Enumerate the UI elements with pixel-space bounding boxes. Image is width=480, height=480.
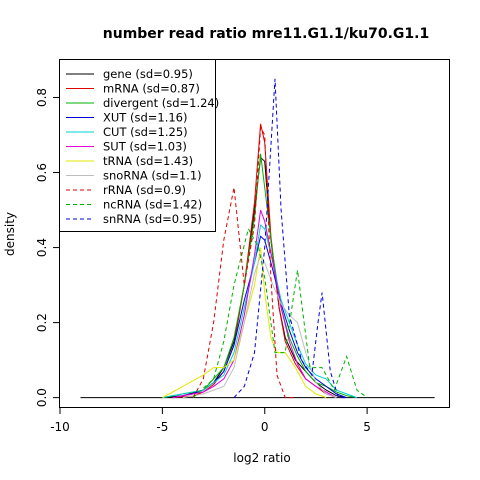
legend: gene (sd=0.95)mRNA (sd=0.87)divergent (s…: [59, 59, 219, 232]
series-line-8: [192, 125, 296, 399]
x-tick-label: -10: [50, 420, 70, 434]
series-layer: [80, 78, 435, 399]
series-line-7: [182, 253, 337, 399]
legend-label: rRNA (sd=0.9): [103, 183, 186, 197]
x-axis-label: log2 ratio: [233, 451, 290, 465]
y-tick-label: 0.0: [35, 388, 49, 407]
x-tick-label: -5: [156, 420, 168, 434]
legend-items: gene (sd=0.95)mRNA (sd=0.87)divergent (s…: [66, 67, 219, 226]
legend-label: ncRNA (sd=1.42): [103, 198, 202, 212]
legend-label: CUT (sd=1.25): [103, 125, 188, 139]
y-axis: 0.0 0.2 0.4 0.6 0.8: [35, 88, 60, 407]
legend-label: SUT (sd=1.03): [103, 140, 187, 154]
legend-label: XUT (sd=1.16): [103, 111, 187, 125]
legend-label: mRNA (sd=0.87): [103, 82, 200, 96]
y-tick-label: 0.2: [35, 313, 49, 332]
chart-title: number read ratio mre11.G1.1/ku70.G1.1: [103, 26, 429, 42]
legend-label: snRNA (sd=0.95): [103, 212, 202, 226]
x-axis: -10 -5 0 5: [50, 407, 371, 434]
series-line-6: [162, 247, 327, 399]
legend-label: snoRNA (sd=1.1): [103, 169, 202, 183]
legend-label: tRNA (sd=1.43): [103, 154, 193, 168]
x-tick-label: 0: [261, 420, 269, 434]
legend-label: gene (sd=0.95): [103, 67, 193, 81]
x-tick-label: 5: [363, 420, 371, 434]
y-tick-label: 0.8: [35, 88, 49, 107]
legend-label: divergent (sd=1.24): [103, 96, 219, 110]
y-tick-label: 0.6: [35, 163, 49, 182]
series-line-4: [162, 224, 358, 399]
y-tick-label: 0.4: [35, 238, 49, 257]
series-line-5: [172, 209, 337, 399]
series-line-3: [172, 235, 347, 399]
y-axis-label: density: [3, 212, 17, 256]
plot-frame: [59, 59, 450, 408]
